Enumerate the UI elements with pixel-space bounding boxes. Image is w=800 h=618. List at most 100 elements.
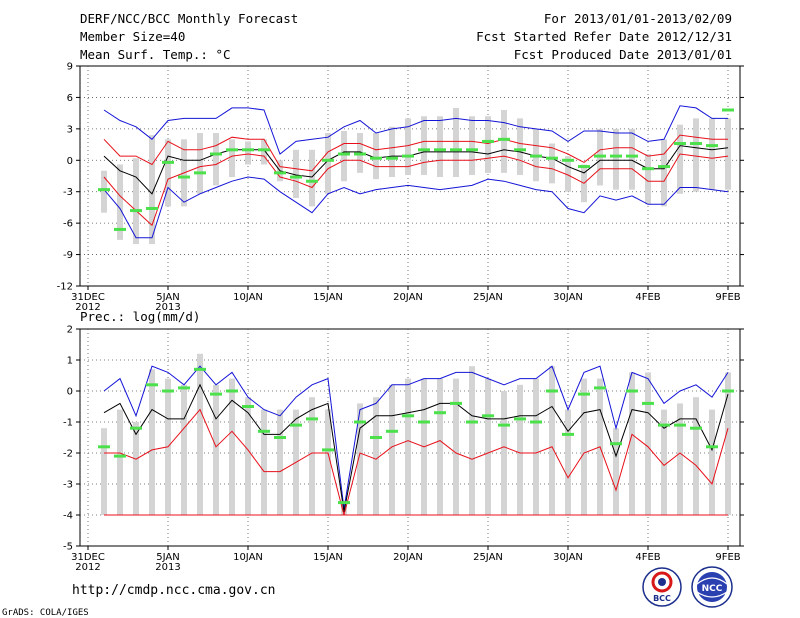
observation-mark [418, 148, 430, 152]
observation-mark [578, 392, 590, 396]
x-tick-label: 31DEC [71, 292, 105, 303]
member-range-box [341, 130, 347, 182]
y-tick-label: 2 [67, 325, 73, 336]
observation-mark [178, 175, 190, 179]
series-line-ensemble-mean [103, 145, 729, 195]
member-range-box [613, 428, 619, 515]
member-range-box [293, 149, 299, 198]
member-range-box [229, 378, 235, 515]
x-tick-label: 5JAN [156, 552, 179, 563]
observation-mark [530, 154, 542, 158]
observation-mark [658, 423, 670, 427]
member-range-box [645, 154, 651, 205]
observation-mark [130, 426, 142, 430]
observation-mark [658, 165, 670, 169]
series-line-ensemble-mean [103, 383, 729, 512]
y-tick-label: 9 [67, 62, 73, 73]
observation-mark [482, 139, 494, 143]
x-tick-label: 4FEB [635, 552, 660, 563]
member-range-box [549, 143, 555, 184]
observation-mark [274, 171, 286, 175]
member-range-box [133, 158, 139, 245]
observation-mark [386, 429, 398, 433]
member-range-box [229, 139, 235, 178]
observation-mark [274, 436, 286, 439]
y-tick-label: 0 [67, 387, 73, 398]
observation-mark [242, 405, 254, 408]
observation-mark [258, 429, 270, 433]
observation-mark [258, 148, 270, 152]
y-tick-label: -3 [63, 187, 73, 198]
y-tick-label: 1 [67, 356, 73, 367]
member-size: Member Size=40 [80, 29, 185, 44]
observation-mark [610, 442, 622, 446]
member-range-box [469, 366, 475, 515]
member-range-box [405, 118, 411, 175]
member-range-box [469, 116, 475, 175]
observation-mark [514, 148, 526, 152]
observation-mark [562, 432, 574, 436]
observation-mark [562, 158, 574, 162]
observation-mark [546, 389, 558, 393]
bcc-logo-text: BCC [653, 594, 671, 603]
x-tick-label: 20JAN [393, 292, 423, 303]
observation-mark [114, 227, 126, 231]
member-range-box [325, 409, 331, 515]
member-range-box [629, 372, 635, 515]
member-range-box [501, 110, 507, 173]
precip-title: Prec.: log(mm/d) [80, 309, 200, 324]
observation-mark [370, 436, 382, 439]
observation-mark [466, 420, 478, 424]
observation-mark [482, 414, 494, 418]
member-range-box [485, 116, 491, 173]
observation-mark [322, 158, 334, 162]
member-range-box [533, 378, 539, 515]
observation-mark [594, 386, 606, 390]
y-tick-label: 6 [67, 93, 73, 104]
member-range-box [485, 378, 491, 515]
member-range-box [101, 428, 107, 515]
observation-mark [338, 501, 350, 505]
observation-mark [642, 401, 654, 405]
observation-mark [434, 411, 446, 415]
y-tick-label: -1 [63, 418, 73, 429]
member-range-box [437, 116, 443, 178]
variable-label: Mean Surf. Temp.: °C [80, 47, 231, 62]
observation-mark [242, 148, 254, 152]
plot-frame [79, 65, 741, 287]
member-range-box [357, 403, 363, 515]
y-tick-label: -3 [63, 480, 73, 491]
member-range-box [165, 139, 171, 207]
observation-mark [226, 148, 238, 152]
member-range-box [309, 397, 315, 515]
observation-mark [642, 167, 654, 171]
observation-mark [306, 417, 318, 421]
member-range-box [149, 135, 155, 245]
x-tick-year: 2012 [75, 302, 100, 313]
observation-mark [194, 367, 206, 371]
produced-date: Fcst Produced Date 2013/01/01 [514, 47, 732, 62]
member-range-box [709, 118, 715, 190]
member-range-box [709, 409, 715, 515]
y-tick-label: -12 [57, 282, 73, 293]
observation-mark [722, 389, 734, 393]
observation-mark [578, 165, 590, 169]
member-range-box [117, 409, 123, 515]
y-tick-label: -5 [63, 542, 73, 553]
observation-mark [322, 448, 334, 452]
member-range-box [197, 353, 203, 515]
member-range-box [453, 107, 459, 178]
member-range-box [405, 378, 411, 515]
observation-mark [98, 188, 110, 192]
observation-mark [386, 156, 398, 160]
source-url: http://cmdp.ncc.cma.gov.cn [72, 583, 276, 598]
member-range-box [213, 384, 219, 515]
member-range-box [677, 124, 683, 194]
chart-title: DERF/NCC/BCC Monthly Forecast [80, 11, 298, 26]
member-range-box [245, 141, 251, 165]
observation-mark [466, 148, 478, 152]
x-tick-year: 2012 [75, 562, 100, 573]
member-range-box [149, 369, 155, 515]
